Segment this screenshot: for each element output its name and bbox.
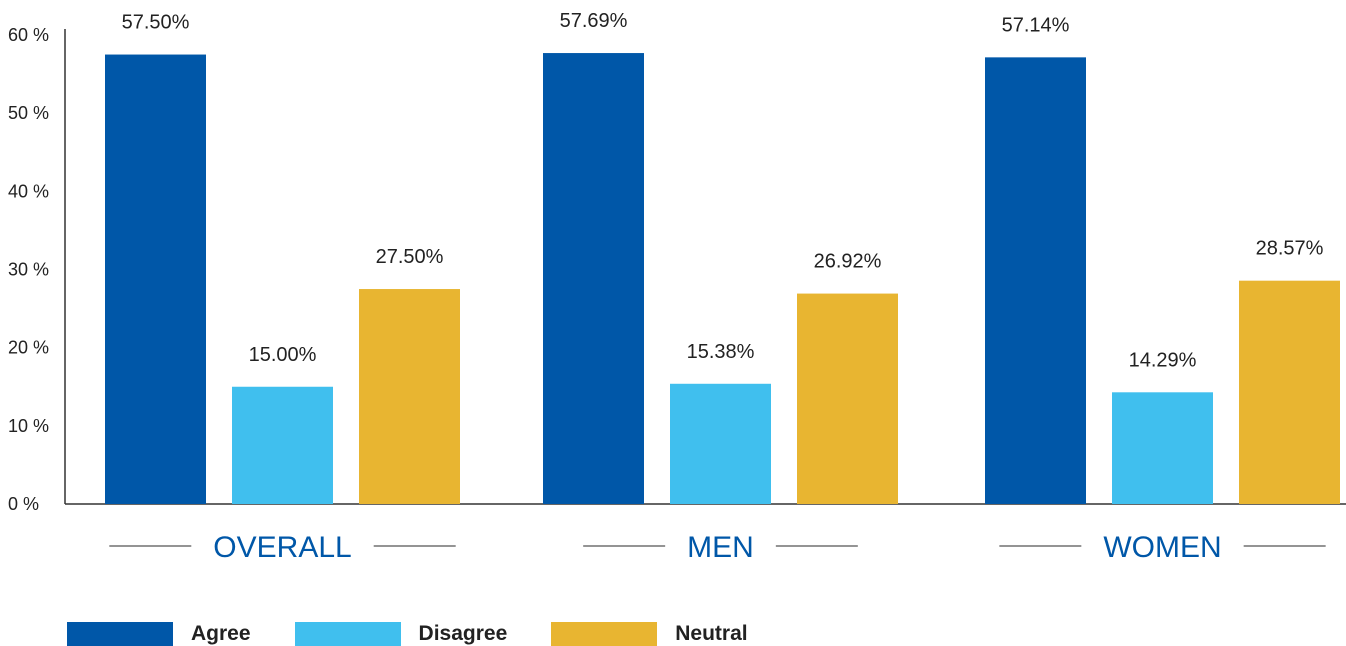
legend-swatch-agree [67, 622, 173, 646]
data-label: 57.50% [122, 12, 190, 34]
legend-item-agree: Agree [67, 622, 251, 646]
bar-disagree-overall [232, 386, 333, 504]
bar-neutral-overall [359, 289, 460, 504]
bar-agree-men [543, 53, 644, 505]
legend-item-neutral: Neutral [551, 622, 748, 646]
data-label: 28.57% [1256, 238, 1324, 260]
bar-neutral-women [1239, 280, 1340, 504]
legend-item-disagree: Disagree [294, 622, 508, 646]
data-label: 57.14% [1002, 14, 1070, 36]
data-label: 57.69% [560, 10, 628, 32]
legend: Agree Disagree Neutral [67, 622, 792, 646]
x-category-label: WOMEN [1103, 531, 1221, 564]
y-tick-label: 0 % [8, 494, 39, 514]
y-tick-label: 40 % [8, 181, 49, 201]
y-tick-label: 10 % [8, 416, 49, 436]
data-label: 26.92% [814, 251, 882, 273]
y-tick-label: 50 % [8, 103, 49, 123]
legend-swatch-neutral [551, 622, 658, 646]
bar-disagree-women [1112, 392, 1213, 504]
bar-disagree-men [670, 383, 771, 504]
x-category-label: OVERALL [213, 531, 351, 564]
bar-neutral-men [797, 293, 898, 504]
data-label: 27.50% [376, 246, 444, 268]
x-category-label: MEN [687, 531, 754, 564]
data-label: 15.38% [687, 341, 755, 363]
y-tick-label: 30 % [8, 260, 49, 280]
y-tick-label: 60 % [8, 25, 49, 45]
legend-label-disagree: Disagree [418, 622, 508, 645]
bar-agree-women [985, 57, 1086, 505]
data-label: 15.00% [249, 344, 317, 366]
data-label: 14.29% [1129, 349, 1197, 371]
bar-agree-overall [105, 54, 206, 505]
legend-label-neutral: Neutral [675, 622, 748, 645]
y-tick-label: 20 % [8, 338, 49, 358]
legend-swatch-disagree [294, 622, 401, 646]
legend-label-agree: Agree [191, 622, 251, 645]
